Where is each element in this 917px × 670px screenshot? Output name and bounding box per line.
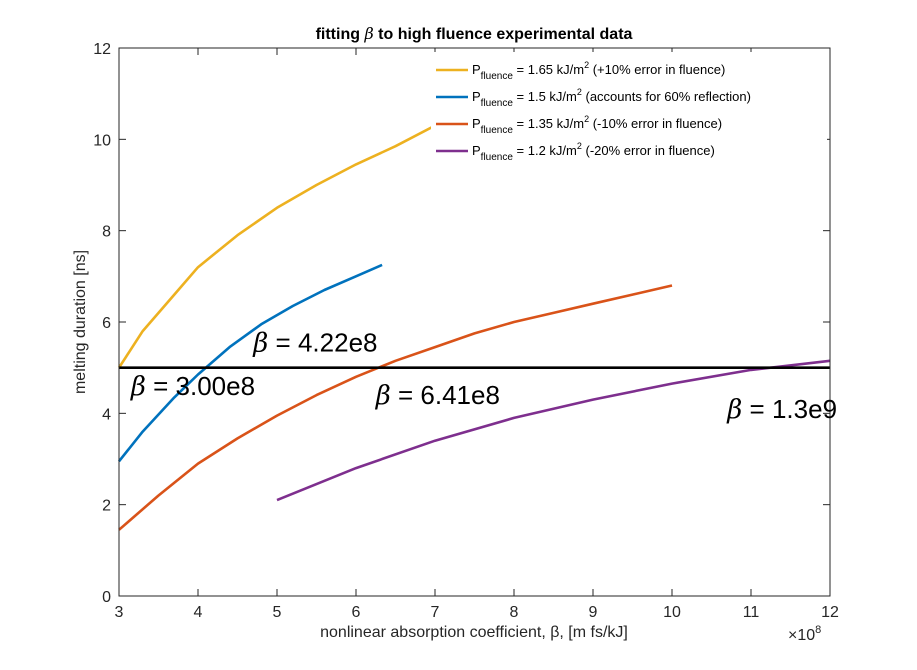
x-tick-label: 7 bbox=[431, 604, 440, 621]
y-tick-label: 6 bbox=[102, 315, 111, 332]
x-tick-label: 6 bbox=[352, 604, 361, 621]
series-line-4 bbox=[276, 359, 831, 502]
legend: Pfluence = 1.65 kJ/m2 (+10% error in flu… bbox=[431, 52, 827, 164]
x-tick-label: 4 bbox=[194, 604, 203, 621]
x-tick-label: 12 bbox=[821, 604, 839, 621]
x-tick-label: 3 bbox=[115, 604, 124, 621]
beta-annotation: β = 1.3e9 bbox=[726, 394, 837, 425]
y-tick-label: 10 bbox=[93, 132, 111, 149]
x-tick-label: 11 bbox=[743, 604, 760, 621]
beta-annotation: β = 6.41e8 bbox=[375, 380, 500, 411]
legend-box bbox=[431, 52, 827, 164]
y-axis-label: melting duration [ns] bbox=[72, 250, 89, 394]
x-tick-label: 10 bbox=[663, 604, 681, 621]
legend-entry: Pfluence = 1.35 kJ/m2 (-10% error in flu… bbox=[472, 114, 722, 136]
x-axis-multiplier: ×108 bbox=[788, 624, 821, 644]
x-tick-label: 9 bbox=[589, 604, 598, 621]
beta-annotation: β = 3.00e8 bbox=[130, 371, 255, 402]
x-axis-label: nonlinear absorption coefficient, β, [m … bbox=[320, 624, 628, 641]
series-line-1 bbox=[117, 124, 436, 369]
legend-entry: Pfluence = 1.5 kJ/m2 (accounts for 60% r… bbox=[472, 87, 751, 109]
series-line-2 bbox=[117, 263, 383, 463]
legend-entry: Pfluence = 1.65 kJ/m2 (+10% error in flu… bbox=[472, 60, 725, 82]
y-tick-label: 0 bbox=[102, 589, 111, 606]
legend-entry: Pfluence = 1.2 kJ/m2 (-20% error in flue… bbox=[472, 141, 715, 163]
x-tick-label: 8 bbox=[510, 604, 519, 621]
series-line-3 bbox=[118, 284, 673, 531]
y-tick-label: 2 bbox=[102, 498, 111, 515]
y-tick-label: 12 bbox=[93, 41, 111, 58]
chart-title: fitting β to high fluence experimental d… bbox=[316, 24, 633, 43]
x-tick-label: 5 bbox=[273, 604, 282, 621]
series-lines bbox=[117, 124, 831, 531]
beta-annotation: β = 4.22e8 bbox=[252, 328, 377, 359]
y-tick-label: 8 bbox=[102, 224, 111, 241]
annotations: β = 4.22e8 β = 3.00e8 β = 6.41e8 β = 1.3e9 bbox=[130, 328, 837, 425]
y-tick-label: 4 bbox=[102, 406, 111, 423]
